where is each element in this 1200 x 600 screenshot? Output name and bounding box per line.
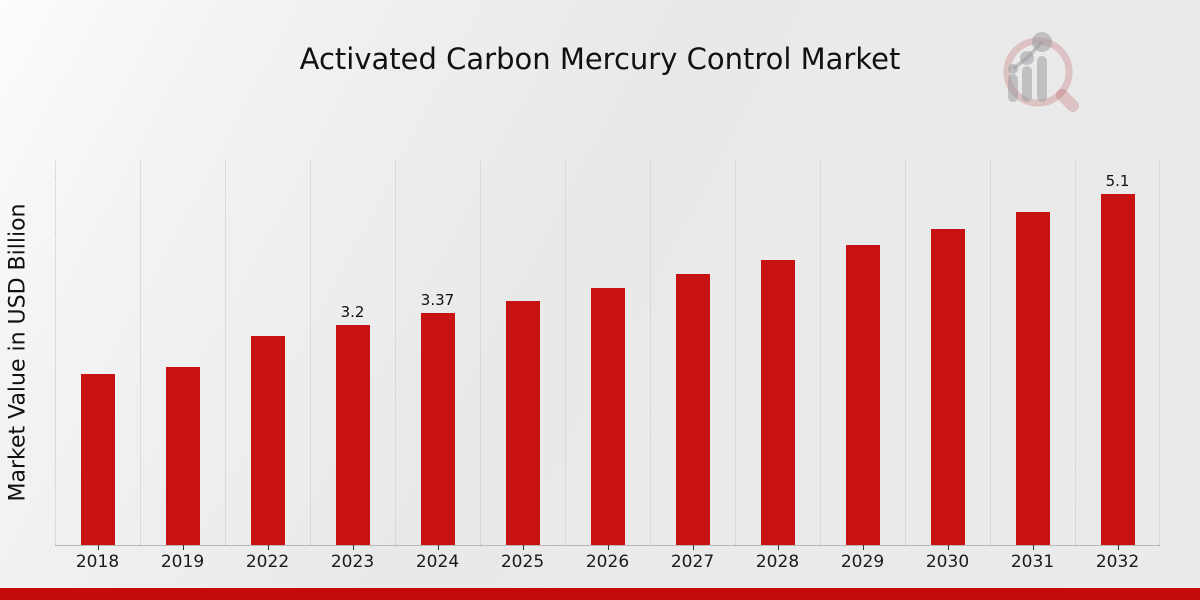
- gridline: [905, 160, 906, 545]
- bar-2030: [930, 229, 965, 545]
- bottom-banner: [0, 588, 1200, 600]
- bar-2026: [590, 288, 625, 545]
- x-tick-label-2032: 2032: [1095, 552, 1140, 572]
- gridline: [990, 160, 991, 545]
- plot-area: 2018 2019 2022 3.2 2023 3.37 2024 2025 2026 2027 2…: [55, 160, 1160, 572]
- magnifier-bar-chart-logo-icon: [1003, 32, 1079, 112]
- bar-2029: [845, 245, 880, 545]
- bar-2025: [505, 301, 540, 545]
- x-tick-label-2030: 2030: [925, 552, 970, 572]
- x-tick-label-2018: 2018: [75, 552, 120, 572]
- gridline: [310, 160, 311, 545]
- x-tick-label-2029: 2029: [840, 552, 885, 572]
- gridline: [225, 160, 226, 545]
- x-axis-tick: [522, 545, 524, 550]
- gridline: [1075, 160, 1076, 545]
- gridline: [480, 160, 481, 545]
- gridline: [820, 160, 821, 545]
- x-tick-label-2031: 2031: [1010, 552, 1055, 572]
- x-axis-tick: [862, 545, 864, 550]
- x-axis-tick: [777, 545, 779, 550]
- bar-2031: [1015, 212, 1050, 545]
- y-axis-label: Market Value in USD Billion: [5, 203, 31, 502]
- x-tick-label-2026: 2026: [585, 552, 630, 572]
- chart-title: Activated Carbon Mercury Control Market: [299, 42, 901, 76]
- x-tick-label-2024: 2024: [415, 552, 460, 572]
- bar-2028: [760, 260, 795, 545]
- gridline: [140, 160, 141, 545]
- logo-bar-chart: [1008, 32, 1052, 102]
- x-tick-label-2019: 2019: [160, 552, 205, 572]
- x-axis-tick: [437, 545, 439, 550]
- bar-2018: [80, 374, 115, 545]
- x-axis-tick: [182, 545, 184, 550]
- x-tick-label-2025: 2025: [500, 552, 545, 572]
- x-tick-label-2027: 2027: [670, 552, 715, 572]
- bar-value-label-2032: 5.1: [1105, 172, 1130, 190]
- bar-2024: [420, 313, 455, 545]
- gridline: [55, 160, 56, 545]
- bar-2023: [335, 325, 370, 545]
- bar-2032: [1100, 194, 1135, 545]
- x-axis-tick: [607, 545, 609, 550]
- x-tick-label-2023: 2023: [330, 552, 375, 572]
- y-axis-label-wrap: Market Value in USD Billion: [2, 160, 34, 545]
- gridline: [565, 160, 566, 545]
- gridline: [650, 160, 651, 545]
- x-axis-tick: [97, 545, 99, 550]
- x-tick-label-2028: 2028: [755, 552, 800, 572]
- x-axis-tick: [352, 545, 354, 550]
- bar-2022: [250, 336, 285, 545]
- x-axis-tick: [947, 545, 949, 550]
- x-axis-tick: [692, 545, 694, 550]
- bar-2019: [165, 367, 200, 545]
- x-axis-tick: [1117, 545, 1119, 550]
- gridline: [735, 160, 736, 545]
- x-axis-tick: [1032, 545, 1034, 550]
- x-axis-tick: [267, 545, 269, 550]
- gridline: [395, 160, 396, 545]
- x-tick-label-2022: 2022: [245, 552, 290, 572]
- bar-2027: [675, 274, 710, 545]
- bar-value-label-2023: 3.2: [340, 303, 365, 321]
- gridline: [1159, 160, 1160, 545]
- bar-value-label-2024: 3.37: [420, 291, 455, 309]
